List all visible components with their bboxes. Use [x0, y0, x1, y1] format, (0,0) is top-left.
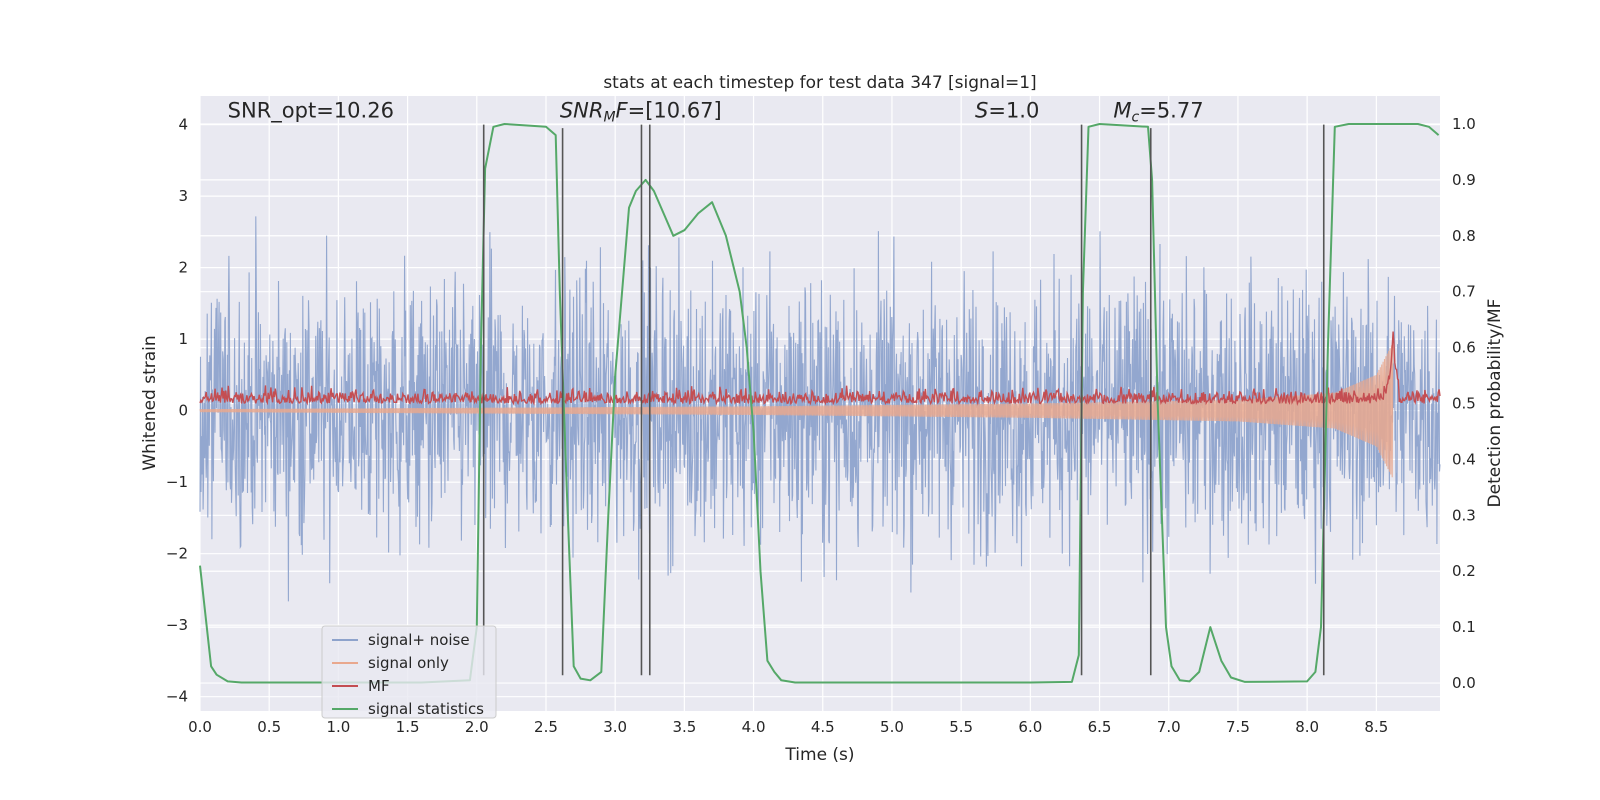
- x-axis-ticks: 0.0 0.5 1.0 1.5 2.0 2.5 3.0 3.5 4.0 4.5 5.0 5.5 6.0 6…: [188, 718, 1388, 736]
- x-tick-label-2-5: 2.5: [534, 718, 558, 736]
- left-axis-label: Whitened strain: [140, 335, 160, 470]
- series-signal-statistics: [199, 123, 1440, 684]
- x-tick-label-0-5: 0.5: [257, 718, 281, 736]
- right-tick-label-1-0: 1.0: [1452, 115, 1476, 133]
- series-mf: [199, 331, 1441, 407]
- series-signal-noise: [199, 216, 1441, 602]
- x-tick-label-8-5: 8.5: [1364, 718, 1388, 736]
- left-tick-label-neg4: −4: [166, 688, 188, 706]
- legend-label-signal-noise: signal+ noise: [368, 631, 470, 649]
- right-tick-label-0-6: 0.6: [1452, 339, 1476, 357]
- left-tick-label-2: 2: [178, 259, 188, 277]
- x-tick-label-3-0: 3.0: [603, 718, 627, 736]
- left-tick-label-neg1: −1: [166, 473, 188, 491]
- x-tick-label-7-0: 7.0: [1157, 718, 1181, 736]
- x-tick-label-7-5: 7.5: [1226, 718, 1250, 736]
- legend-item-signal-only: signal only: [332, 654, 449, 672]
- x-tick-label-8-0: 8.0: [1295, 718, 1319, 736]
- x-tick-label-5-0: 5.0: [880, 718, 904, 736]
- right-tick-label-0-5: 0.5: [1452, 395, 1476, 413]
- x-tick-label-0-0: 0.0: [188, 718, 212, 736]
- legend: signal+ noise signal only MF signal stat…: [321, 625, 497, 719]
- x-tick-label-4-0: 4.0: [742, 718, 766, 736]
- legend-item-mf: MF: [332, 677, 390, 695]
- vertical-lines: [482, 124, 1325, 676]
- right-tick-label-0-2: 0.2: [1452, 562, 1476, 580]
- right-tick-label-0-9: 0.9: [1452, 171, 1476, 189]
- right-axis-label: Detection probability/MF: [1485, 299, 1505, 508]
- legend-label-mf: MF: [368, 677, 390, 695]
- left-tick-label-1: 1: [178, 330, 188, 348]
- annotations: SNR_opt=10.26 SNRMF=[10.67] S=1.0 Mc=5.77: [228, 98, 1204, 125]
- x-tick-label-4-5: 4.5: [811, 718, 835, 736]
- x-tick-label-5-5: 5.5: [949, 718, 973, 736]
- x-tick-label-6-0: 6.0: [1018, 718, 1042, 736]
- series-signal-only: [199, 342, 1394, 478]
- x-tick-label-6-5: 6.5: [1088, 718, 1112, 736]
- x-axis-label: Time (s): [784, 745, 854, 765]
- x-tick-label-2-0: 2.0: [465, 718, 489, 736]
- right-tick-label-0-7: 0.7: [1452, 283, 1476, 301]
- right-tick-label-0-3: 0.3: [1452, 506, 1476, 524]
- right-axis-ticks: 0.0 0.1 0.2 0.3 0.4 0.5 0.6 0.7 0.8 0.9 1.0: [1452, 115, 1476, 692]
- plot-area: [199, 96, 1441, 711]
- legend-item-signal-statistics: signal statistics: [332, 700, 484, 718]
- left-axis-ticks: −4 −3 −2 −1 0 1 2 3 4: [166, 116, 188, 706]
- right-tick-label-0-0: 0.0: [1452, 674, 1476, 692]
- legend-item-signal-noise: signal+ noise: [332, 631, 470, 649]
- left-tick-label-0: 0: [178, 402, 188, 420]
- right-tick-label-0-4: 0.4: [1452, 450, 1476, 468]
- legend-box: [321, 625, 497, 719]
- annotation-2: SNRMF=[10.67]: [560, 98, 722, 125]
- right-tick-label-0-1: 0.1: [1452, 618, 1476, 636]
- x-tick-label-1-0: 1.0: [326, 718, 350, 736]
- series-layer: [199, 123, 1441, 684]
- annotation-4: Mc=5.77: [1113, 98, 1203, 125]
- legend-label-signal-statistics: signal statistics: [368, 700, 484, 718]
- left-tick-label-4: 4: [178, 116, 188, 134]
- left-tick-label-neg3: −3: [166, 616, 188, 634]
- chart-title: stats at each timestep for test data 347…: [603, 73, 1036, 93]
- left-tick-label-neg2: −2: [166, 545, 188, 563]
- legend-label-signal-only: signal only: [368, 654, 449, 672]
- right-tick-label-0-8: 0.8: [1452, 227, 1476, 245]
- annotation-3: S=1.0: [975, 98, 1039, 122]
- left-tick-label-3: 3: [178, 187, 188, 205]
- annotation-1: SNR_opt=10.26: [228, 98, 394, 123]
- x-tick-label-3-5: 3.5: [672, 718, 696, 736]
- x-tick-label-1-5: 1.5: [396, 718, 420, 736]
